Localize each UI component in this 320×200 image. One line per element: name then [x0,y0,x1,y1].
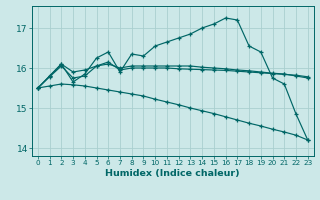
X-axis label: Humidex (Indice chaleur): Humidex (Indice chaleur) [106,169,240,178]
